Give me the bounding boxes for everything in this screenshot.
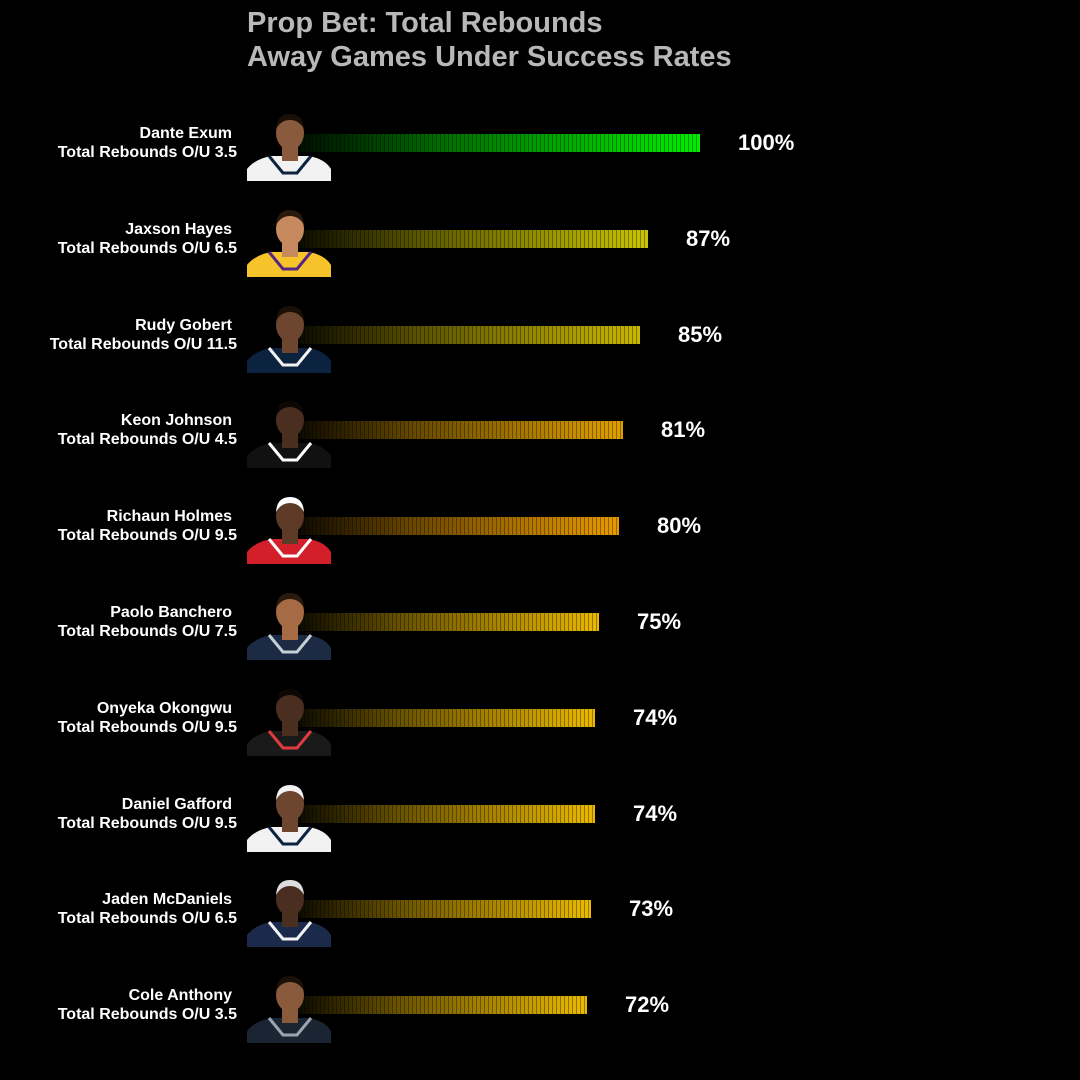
- prop-line: Total Rebounds O/U 9.5: [57, 815, 237, 832]
- data-label: 74%: [633, 801, 678, 826]
- prop-line: Total Rebounds O/U 4.5: [57, 431, 237, 448]
- bar-texture: [297, 230, 648, 248]
- bar-row: Jaden McDaniels Total Rebounds O/U 6.5 73%: [0, 861, 1080, 957]
- prop-line: Total Rebounds O/U 3.5: [57, 144, 237, 161]
- player-name: Jaxson Hayes: [125, 221, 232, 238]
- bar-texture: [297, 517, 619, 535]
- prop-line: Total Rebounds O/U 6.5: [57, 240, 237, 257]
- player-headshot: [247, 875, 333, 947]
- data-label: 100%: [738, 130, 795, 155]
- bar: [297, 805, 595, 823]
- bar-row: Richaun Holmes Total Rebounds O/U 9.5 80%: [0, 478, 1080, 574]
- bar-row: Jaxson Hayes Total Rebounds O/U 6.5 87%: [0, 191, 1080, 287]
- bar-label: Jaxson Hayes Total Rebounds O/U 6.5: [0, 220, 237, 258]
- chart-subtitle-line-2: Away Games Under Success Rates: [247, 41, 732, 73]
- data-label: 81%: [661, 417, 706, 442]
- data-label: 85%: [678, 322, 723, 347]
- bar-label: Onyeka Okongwu Total Rebounds O/U 9.5: [0, 699, 237, 737]
- player-name: Cole Anthony: [128, 987, 232, 1004]
- bar: [297, 613, 599, 631]
- bar-label: Dante Exum Total Rebounds O/U 3.5: [0, 124, 237, 162]
- player-name: Daniel Gafford: [121, 796, 232, 813]
- bar-row: Paolo Banchero Total Rebounds O/U 7.5 75%: [0, 574, 1080, 670]
- bar: [297, 134, 700, 152]
- prop-line: Total Rebounds O/U 11.5: [49, 336, 237, 353]
- data-label: 87%: [686, 226, 731, 251]
- player-headshot: [247, 780, 333, 852]
- player-headshot: [247, 205, 333, 277]
- bar: [297, 421, 623, 439]
- data-label: 80%: [657, 513, 702, 538]
- bar-label: Cole Anthony Total Rebounds O/U 3.5: [0, 986, 237, 1024]
- bar-label: Daniel Gafford Total Rebounds O/U 9.5: [0, 795, 237, 833]
- bar: [297, 230, 648, 248]
- player-headshot: [247, 396, 333, 468]
- bar: [297, 326, 640, 344]
- bar-texture: [297, 805, 595, 823]
- chart-title: Prop Bet: Total Rebounds Away Games Unde…: [247, 6, 732, 74]
- bar-row: Rudy Gobert Total Rebounds O/U 11.5 85%: [0, 287, 1080, 383]
- bar-row: Cole Anthony Total Rebounds O/U 3.5 72%: [0, 957, 1080, 1053]
- bar: [297, 900, 591, 918]
- player-name: Onyeka Okongwu: [96, 700, 232, 717]
- data-label: 72%: [625, 992, 670, 1017]
- bar-texture: [297, 421, 623, 439]
- player-headshot: [247, 684, 333, 756]
- chart-title-line-1: Prop Bet: Total Rebounds: [247, 7, 603, 39]
- bar-label: Paolo Banchero Total Rebounds O/U 7.5: [0, 603, 237, 641]
- player-name: Paolo Banchero: [110, 604, 232, 621]
- bar-texture: [297, 709, 595, 727]
- prop-line: Total Rebounds O/U 7.5: [57, 623, 237, 640]
- player-name: Rudy Gobert: [135, 317, 232, 334]
- player-name: Dante Exum: [139, 125, 232, 142]
- data-label: 74%: [633, 705, 678, 730]
- bar-label: Jaden McDaniels Total Rebounds O/U 6.5: [0, 890, 237, 928]
- prop-line: Total Rebounds O/U 9.5: [57, 719, 237, 736]
- player-headshot: [247, 971, 333, 1043]
- player-name: Jaden McDaniels: [102, 891, 232, 908]
- data-label: 75%: [637, 609, 682, 634]
- bar-texture: [297, 134, 700, 152]
- bar-row: Dante Exum Total Rebounds O/U 3.5 100%: [0, 95, 1080, 191]
- bar-row: Daniel Gafford Total Rebounds O/U 9.5 74%: [0, 766, 1080, 862]
- bar-row: Keon Johnson Total Rebounds O/U 4.5 81%: [0, 382, 1080, 478]
- prop-line: Total Rebounds O/U 3.5: [57, 1006, 237, 1023]
- prop-line: Total Rebounds O/U 6.5: [57, 910, 237, 927]
- bar-texture: [297, 613, 599, 631]
- bar: [297, 996, 587, 1014]
- player-name: Richaun Holmes: [106, 508, 232, 525]
- bar: [297, 709, 595, 727]
- bar-texture: [297, 326, 640, 344]
- player-name: Keon Johnson: [120, 412, 232, 429]
- player-headshot: [247, 492, 333, 564]
- player-headshot: [247, 109, 333, 181]
- prop-line: Total Rebounds O/U 9.5: [57, 527, 237, 544]
- bar-row: Onyeka Okongwu Total Rebounds O/U 9.5 74%: [0, 670, 1080, 766]
- bar-texture: [297, 996, 587, 1014]
- data-label: 73%: [629, 896, 674, 921]
- bar-texture: [297, 900, 591, 918]
- bar-label: Richaun Holmes Total Rebounds O/U 9.5: [0, 507, 237, 545]
- player-headshot: [247, 588, 333, 660]
- bar: [297, 517, 619, 535]
- bar-label: Keon Johnson Total Rebounds O/U 4.5: [0, 411, 237, 449]
- player-headshot: [247, 301, 333, 373]
- bar-label: Rudy Gobert Total Rebounds O/U 11.5: [0, 316, 237, 354]
